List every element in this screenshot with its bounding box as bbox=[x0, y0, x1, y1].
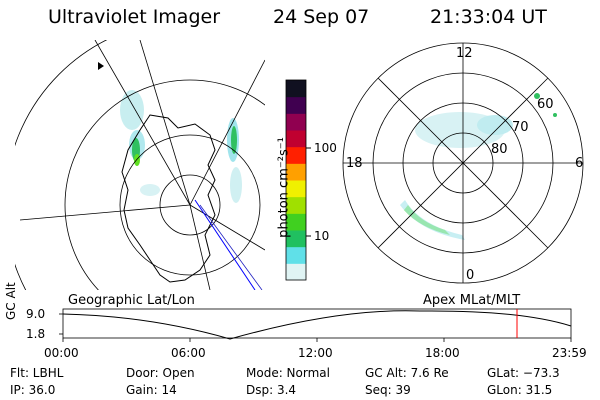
altitude-xtick-4: 23:59 bbox=[552, 346, 587, 360]
status-seq: Seq: 39 bbox=[365, 383, 411, 397]
apex-map-title: Apex MLat/MLT bbox=[423, 293, 521, 308]
date-label: 24 Sep 07 bbox=[273, 6, 370, 28]
aurora-emission-polar bbox=[400, 93, 557, 240]
colorbar-tick-10: 10 bbox=[314, 229, 330, 243]
colorbar-stripe bbox=[286, 230, 306, 248]
mlt-label-12: 12 bbox=[456, 46, 473, 61]
colorbar-stripe bbox=[286, 180, 306, 198]
colorbar-stripe bbox=[286, 146, 306, 164]
colorbar-stripe bbox=[286, 130, 306, 148]
lat-label-80: 80 bbox=[491, 142, 508, 157]
altitude-xtick-0: 00:00 bbox=[44, 346, 79, 360]
time-label: 21:33:04 UT bbox=[430, 6, 547, 28]
mlt-label-6: 6 bbox=[575, 156, 584, 171]
altitude-xtick-3: 18:00 bbox=[425, 346, 460, 360]
status-glat: GLat: −73.3 bbox=[487, 366, 560, 380]
status-glon: GLon: 31.5 bbox=[487, 383, 553, 397]
status-gain: Gain: 14 bbox=[126, 383, 177, 397]
colorbar-stripe bbox=[286, 246, 306, 264]
colorbar-stripe bbox=[286, 163, 306, 181]
lat-label-60: 60 bbox=[537, 97, 554, 112]
status-gc-alt: GC Alt: 7.6 Re bbox=[365, 366, 449, 380]
colorbar-tick-100: 100 bbox=[314, 141, 337, 155]
lat-label-70: 70 bbox=[512, 120, 529, 135]
status-dsp: Dsp: 3.4 bbox=[246, 383, 297, 397]
colorbar-stripe bbox=[286, 196, 306, 214]
colorbar-stripe bbox=[286, 96, 306, 114]
mlt-label-18: 18 bbox=[346, 156, 363, 171]
aurora-emission-left bbox=[120, 90, 242, 203]
mlt-label-0: 0 bbox=[466, 268, 475, 283]
status-door: Door: Open bbox=[126, 366, 195, 380]
colorbar-stripe bbox=[286, 263, 306, 281]
status-mode: Mode: Normal bbox=[246, 366, 330, 380]
altitude-xtick-2: 12:00 bbox=[298, 346, 333, 360]
north-marker-icon bbox=[98, 62, 104, 70]
altitude-xtick-1: 06:00 bbox=[171, 346, 206, 360]
altitude-ylabel: GC Alt bbox=[4, 282, 18, 320]
altitude-ytick-high: 9.0 bbox=[26, 307, 46, 321]
status-ip: IP: 36.0 bbox=[10, 383, 56, 397]
colorbar-stripe bbox=[286, 213, 306, 231]
colorbar-stripe bbox=[286, 80, 306, 98]
instrument-title: Ultraviolet Imager bbox=[48, 6, 221, 28]
geographic-map-title: Geographic Lat/Lon bbox=[68, 293, 195, 308]
altitude-ytick-low: 1.8 bbox=[26, 327, 46, 341]
colorbar-stripe bbox=[286, 113, 306, 131]
status-flt: Flt: LBHL bbox=[10, 366, 64, 380]
